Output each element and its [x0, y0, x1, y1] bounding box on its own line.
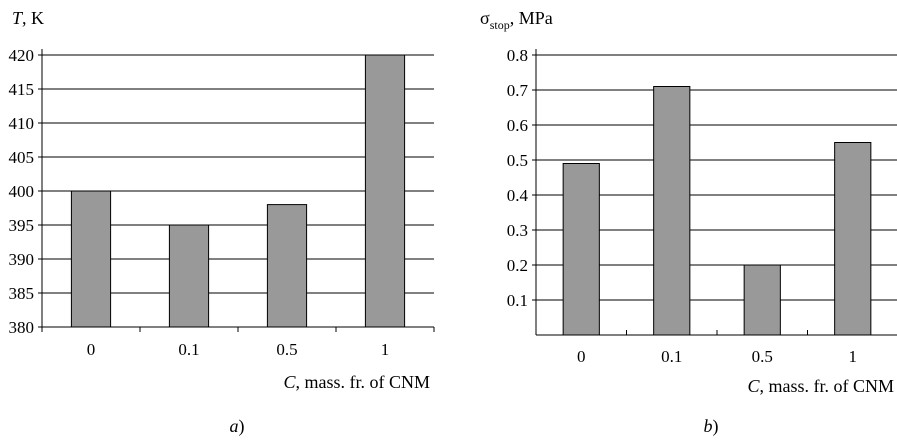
chart-panel-b: σstop, MPa 0.1 0.2 0.3 0.4 0.5 0.6 0.7 0.8 0 0.1…	[480, 8, 897, 437]
y-tick-label: 410	[9, 114, 35, 133]
y-tick-label: 385	[9, 284, 35, 303]
bar	[266, 204, 308, 328]
x-tick-label: 0	[577, 347, 586, 366]
bar	[743, 264, 781, 336]
y-tick-label: 405	[9, 148, 35, 167]
y-axis-title-a-unit: , K	[22, 8, 44, 28]
caption-a-paren: )	[239, 416, 245, 437]
y-tick-label: 0.8	[507, 46, 528, 65]
y-axis-title-b-subscript: stop	[490, 18, 510, 32]
y-tick-label: 415	[9, 80, 35, 99]
bars-a	[70, 54, 406, 328]
y-tick-label: 390	[9, 250, 35, 269]
x-axis-title-a-rest: , mass. fr. of CNM	[296, 372, 431, 392]
caption-a: a)	[230, 416, 245, 437]
bar	[70, 190, 112, 328]
caption-b-paren: )	[713, 416, 719, 437]
y-axis-title-a: T, K	[12, 8, 44, 28]
y-axis-title-a-symbol: T	[12, 8, 24, 28]
axes-b	[532, 49, 897, 336]
y-tick-label: 380	[9, 318, 35, 337]
bar	[562, 163, 600, 336]
y-tick-labels-a: 380 385 390 395 400 405 410 415 420	[9, 46, 35, 337]
x-axis-title-b-symbol: C	[747, 376, 760, 396]
x-axis-title-a-symbol: C	[283, 372, 296, 392]
x-axis-title-a: C, mass. fr. of CNM	[283, 372, 430, 392]
y-axis-title-b-unit: , MPa	[510, 8, 553, 28]
x-tick-label: 0.5	[752, 347, 773, 366]
y-tick-label: 400	[9, 182, 35, 201]
x-tick-labels-a: 0 0.1 0.5 1	[87, 340, 390, 359]
axes-a	[38, 49, 435, 332]
bars-b	[562, 86, 872, 336]
bar	[653, 86, 691, 336]
bar	[834, 142, 872, 336]
y-tick-label: 395	[9, 216, 35, 235]
caption-b: b)	[704, 416, 719, 437]
x-tick-label: 1	[381, 340, 390, 359]
caption-a-letter: a	[230, 416, 239, 436]
x-tick-label: 0.1	[178, 340, 199, 359]
x-tick-label: 0.5	[276, 340, 297, 359]
y-tick-label: 0.7	[507, 81, 529, 100]
caption-b-letter: b	[704, 416, 713, 436]
bar	[364, 54, 406, 328]
x-axis-title-b-rest: , mass. fr. of CNM	[760, 376, 895, 396]
y-tick-label: 0.2	[507, 256, 528, 275]
y-tick-labels-b: 0.1 0.2 0.3 0.4 0.5 0.6 0.7 0.8	[507, 46, 529, 310]
chart-panel-a: T, K 380 385 390 395 400 405 410 415 420 0 0.1 0.5…	[9, 8, 435, 437]
bar	[168, 224, 210, 328]
y-axis-title-b: σstop, MPa	[480, 8, 553, 32]
y-tick-label: 0.1	[507, 291, 528, 310]
x-tick-labels-b: 0 0.1 0.5 1	[577, 347, 857, 366]
y-tick-label: 0.3	[507, 221, 528, 240]
y-tick-label: 420	[9, 46, 35, 65]
x-axis-title-b: C, mass. fr. of CNM	[747, 376, 894, 396]
x-tick-label: 0	[87, 340, 96, 359]
y-tick-label: 0.4	[507, 186, 529, 205]
x-tick-label: 0.1	[661, 347, 682, 366]
y-tick-label: 0.5	[507, 151, 528, 170]
y-tick-label: 0.6	[507, 116, 528, 135]
y-axis-title-b-symbol: σ	[480, 8, 490, 28]
x-tick-label: 1	[849, 347, 858, 366]
